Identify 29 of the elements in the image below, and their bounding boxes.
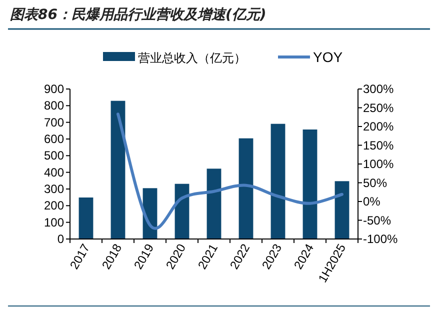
bar — [302, 130, 318, 239]
y2-tick-label: 150% — [363, 138, 394, 152]
bar — [238, 138, 254, 239]
y2-tick-label: -50% — [363, 213, 392, 228]
y-tick-label: 600 — [44, 132, 64, 146]
bar — [334, 181, 350, 239]
y-tick-label: 700 — [44, 115, 64, 130]
y-tick-label: 900 — [44, 82, 64, 96]
legend-label: YOY — [313, 49, 344, 65]
y2-tick-label: -100% — [363, 232, 398, 246]
bar — [270, 124, 286, 239]
y-tick-label: 500 — [44, 148, 64, 163]
bar — [206, 168, 222, 239]
y-tick-label: 800 — [44, 98, 64, 113]
y2-tick-label: 200% — [363, 120, 394, 134]
y-tick-label: 0 — [57, 232, 64, 246]
bar — [78, 198, 94, 239]
legend-label: 营业总收入（亿元） — [138, 51, 246, 65]
y-tick-label: 300 — [44, 182, 64, 196]
y2-tick-label: 100% — [363, 157, 394, 171]
y-tick-label: 200 — [44, 198, 64, 213]
y2-tick-label: 50% — [363, 176, 388, 190]
y2-tick-label: 0% — [363, 194, 381, 208]
bar — [110, 100, 126, 239]
y2-tick-label: 250% — [363, 100, 394, 115]
y2-tick-label: 300% — [363, 82, 394, 96]
y-tick-label: 400 — [44, 165, 64, 180]
y-tick-label: 100 — [44, 215, 64, 230]
chart-title: 图表86：民爆用品行业营收及增速(亿元) — [10, 7, 266, 23]
